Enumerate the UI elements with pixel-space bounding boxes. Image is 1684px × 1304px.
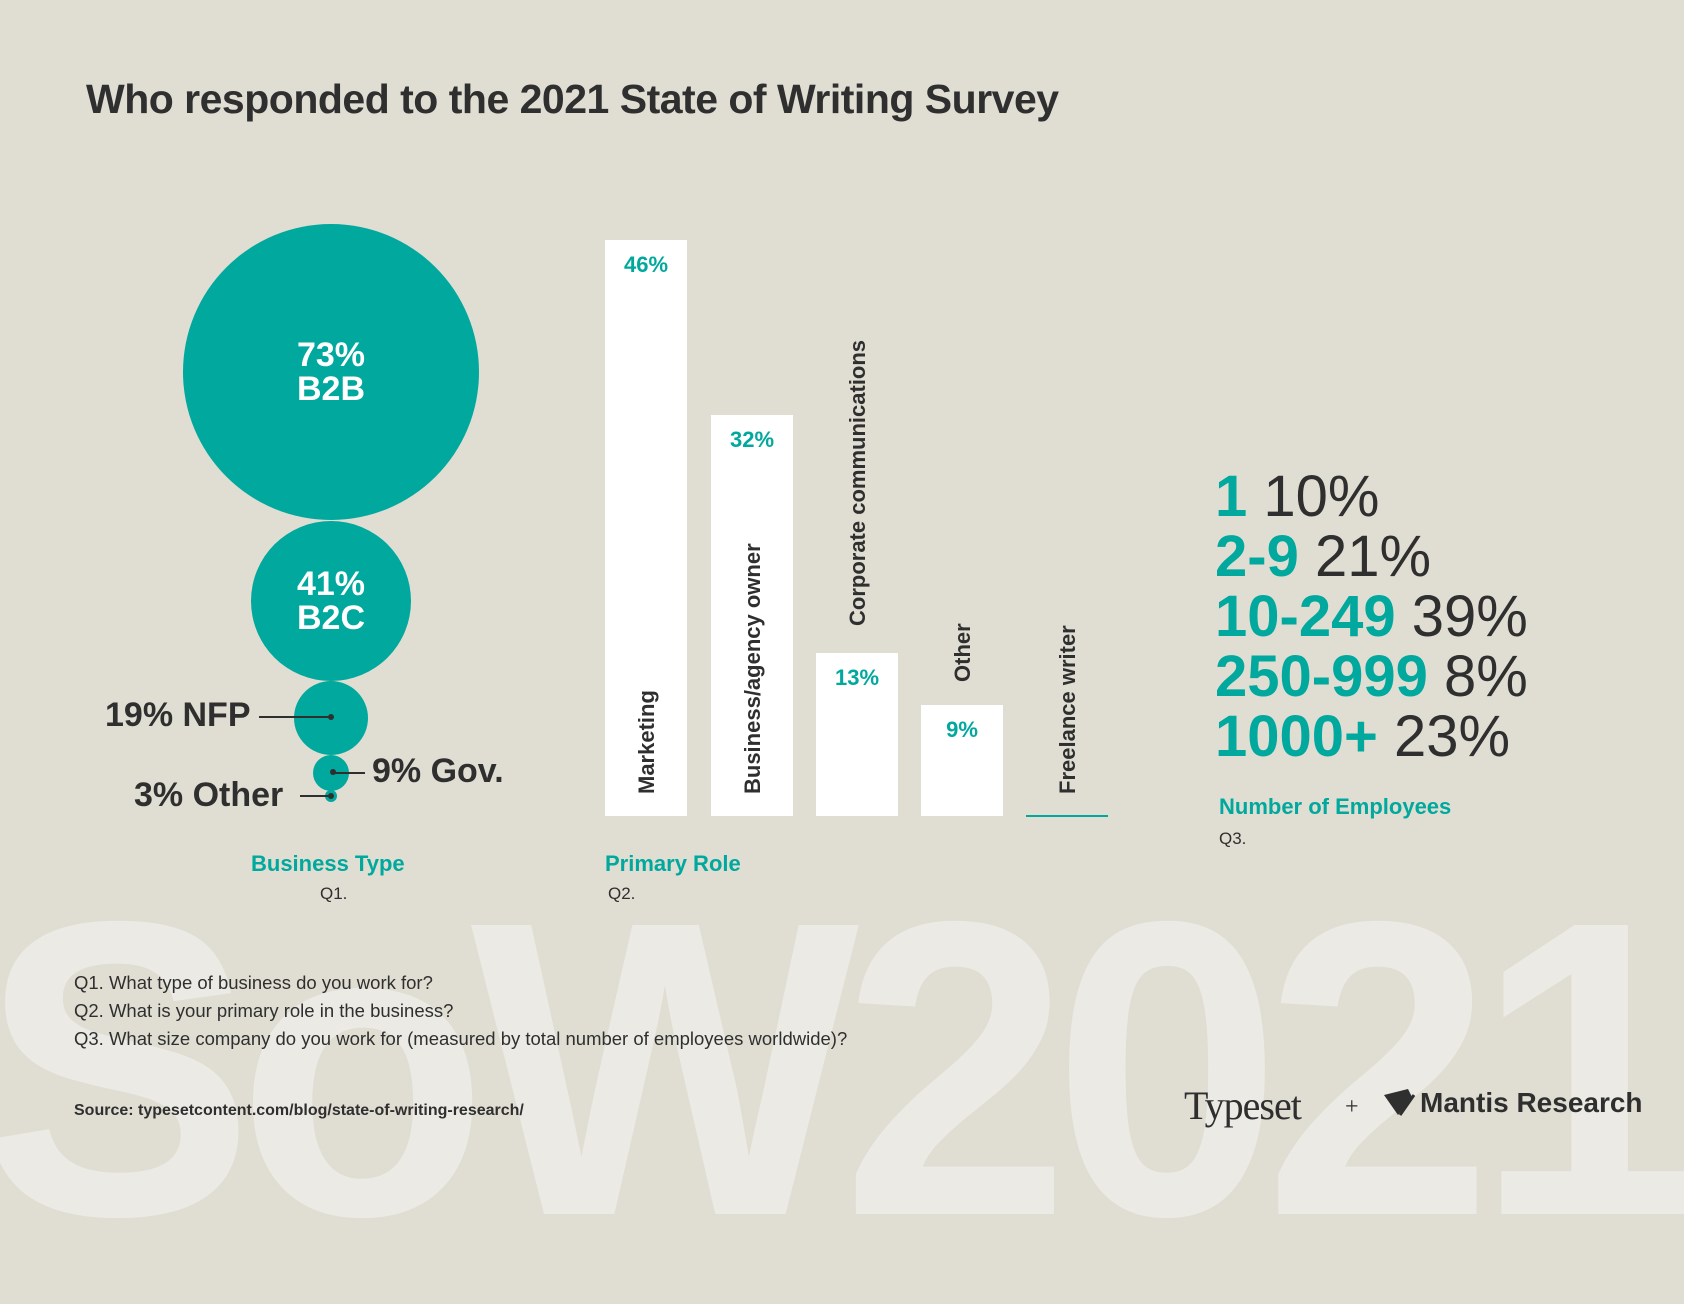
label-gov: 9% Gov. <box>372 752 504 790</box>
employees-value: 8% <box>1443 644 1528 709</box>
source-link[interactable]: Source: typesetcontent.com/blog/state-of… <box>74 1102 524 1119</box>
plus-sign: + <box>1345 1094 1359 1120</box>
employees-question-ref: Q3. <box>1219 829 1247 848</box>
bar-business-owner: 32% <box>711 415 793 816</box>
business-type-question-ref: Q1. <box>320 884 348 903</box>
leader-dot-gov <box>330 769 336 775</box>
label-other: 3% Other <box>134 776 284 814</box>
employees-row: 1000+ 23% <box>1215 707 1510 767</box>
leader-dot-other <box>328 793 334 799</box>
employees-value: 10% <box>1263 464 1380 529</box>
employees-value: 21% <box>1314 524 1432 589</box>
typeset-logo: Typeset <box>1184 1083 1302 1128</box>
question-q3: Q3. What size company do you work for (m… <box>74 1028 848 1049</box>
bubble-b2b-label: B2B <box>296 370 366 408</box>
employees-value: 23% <box>1394 704 1511 769</box>
bubble-b2c-label: B2C <box>296 599 366 637</box>
bar-marketing: 46% <box>605 240 687 816</box>
mantis-icon <box>1384 1089 1416 1116</box>
bubble-b2b-pct: 73% <box>296 336 366 374</box>
employees-value: 39% <box>1411 584 1528 649</box>
employees-row: 1 10% <box>1215 467 1379 527</box>
bar-corporate-communications-label: Corporate communications <box>845 339 870 626</box>
business-type-title: Business Type <box>251 851 405 876</box>
bar-other-value: 9% <box>946 717 978 742</box>
employees-row: 10-249 39% <box>1215 587 1528 647</box>
employees-range: 250-999 <box>1215 644 1428 709</box>
page-title: Who responded to the 2021 State of Writi… <box>86 76 1059 122</box>
question-q1: Q1. What type of business do you work fo… <box>74 972 433 993</box>
employees-range: 10-249 <box>1215 584 1396 649</box>
bar-other: 9% <box>921 705 1003 816</box>
bar-marketing-label: Marketing <box>634 690 659 794</box>
leader-nfp <box>259 716 331 718</box>
employees-range: 2-9 <box>1215 524 1299 589</box>
employees-row: 2-9 21% <box>1215 527 1431 587</box>
primary-role-question-ref: Q2. <box>608 884 636 903</box>
mantis-research-text: Mantis Research <box>1420 1087 1643 1118</box>
employees-row: 250-999 8% <box>1215 647 1528 707</box>
employees-title: Number of Employees <box>1219 794 1452 819</box>
bar-corporate-communications-value: 13% <box>834 665 880 690</box>
bar-other-label: Other <box>950 623 975 682</box>
label-nfp: 19% NFP <box>105 696 251 734</box>
infographic: Who responded to the 2021 State of Writi… <box>74 76 1643 1128</box>
question-q2: Q2. What is your primary role in the bus… <box>74 1000 454 1021</box>
bubble-b2c-pct: 41% <box>296 565 366 603</box>
bubble-b2c: 41% B2C <box>251 521 411 681</box>
leader-dot-nfp <box>328 714 334 720</box>
employees-range: 1000+ <box>1215 704 1378 769</box>
leader-gov <box>333 772 365 774</box>
bar-freelance-writer-line <box>1026 815 1108 817</box>
bubble-b2b: 73% B2B <box>183 224 479 520</box>
primary-role-title: Primary Role <box>605 851 741 876</box>
bar-marketing-value: 46% <box>623 252 669 277</box>
bar-corporate-communications: 13% <box>816 653 898 816</box>
mantis-research-logo: Mantis Research <box>1382 1087 1643 1119</box>
bar-business-owner-label: Business/agency owner <box>740 543 765 794</box>
bar-business-owner-value: 32% <box>729 427 775 452</box>
employees-range: 1 <box>1215 464 1248 529</box>
bar-freelance-writer-label: Freelance writer <box>1055 625 1080 794</box>
leader-other <box>300 795 331 797</box>
